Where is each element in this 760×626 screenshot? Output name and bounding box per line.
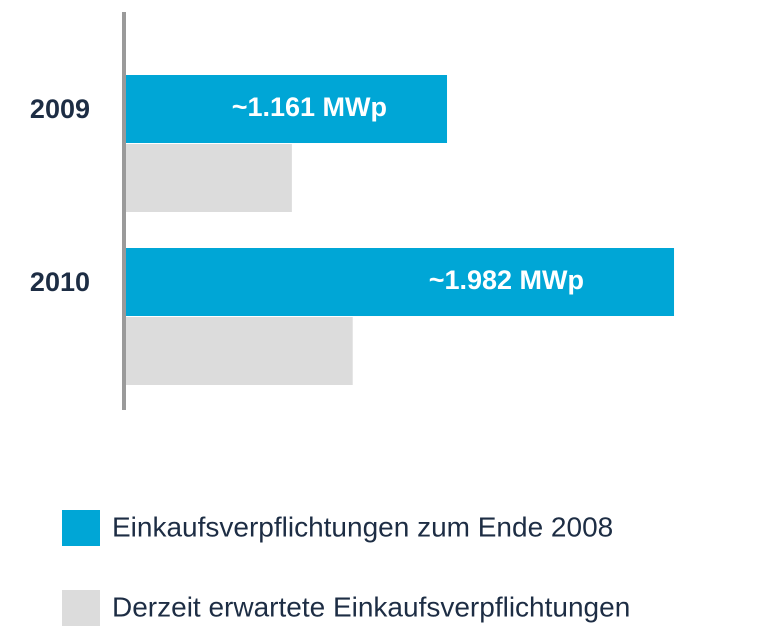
legend-label: Derzeit erwartete Einkaufsverpflichtunge… xyxy=(112,591,630,622)
bar xyxy=(126,317,353,385)
legend-swatch xyxy=(62,510,100,546)
legend-label: Einkaufsverpflichtungen zum Ende 2008 xyxy=(112,511,613,542)
bar xyxy=(126,144,292,212)
bar xyxy=(126,75,448,143)
bar xyxy=(126,248,675,316)
category-label: 2010 xyxy=(30,267,90,297)
legend-swatch xyxy=(62,590,100,626)
value-label: ~1.161 MWp xyxy=(232,92,387,122)
category-label: 2009 xyxy=(30,94,90,124)
value-label: ~1.982 MWp xyxy=(429,265,584,295)
